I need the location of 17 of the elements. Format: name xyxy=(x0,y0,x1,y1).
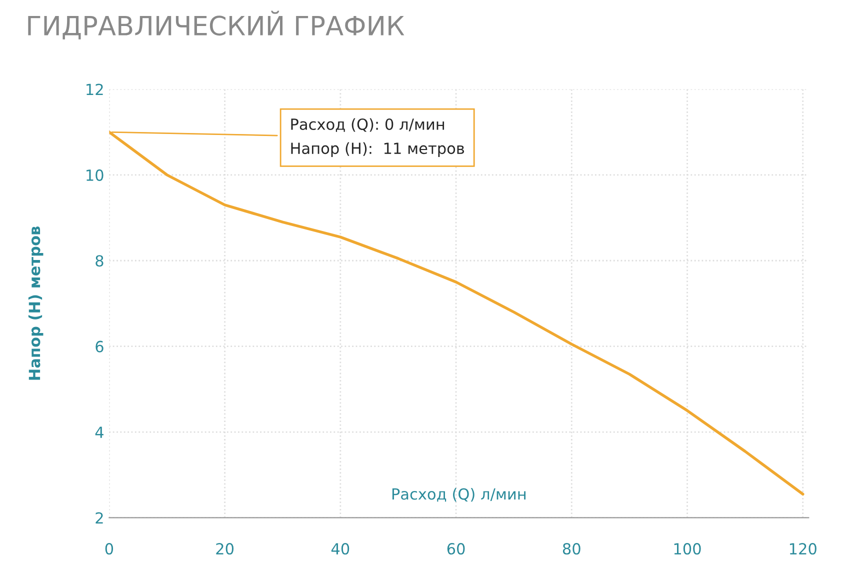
y-tick-label: 10 xyxy=(86,169,104,181)
x-tick-label: 20 xyxy=(216,543,234,555)
x-tick-label: 60 xyxy=(447,543,465,555)
x-tick-label: 0 xyxy=(105,543,114,555)
annotation: Расход (Q): 0 л/мин Напор (H): 11 метров xyxy=(291,118,464,158)
x-tick-label: 100 xyxy=(674,543,701,555)
x-tick-label: 120 xyxy=(790,543,816,555)
y-tick-label: 4 xyxy=(95,426,104,438)
y-axis-title: Напор (H) метров xyxy=(28,226,44,380)
y-tick-label: 12 xyxy=(86,84,103,96)
x-tick-label: 40 xyxy=(331,543,350,555)
x-tick-label: 80 xyxy=(562,543,580,555)
x-axis-title: Расход (Q) л/мин xyxy=(392,488,526,502)
y-tick-label: 6 xyxy=(96,340,104,352)
chart-title: ГИДРАВЛИЧЕСКИЙ ГРАФИК xyxy=(28,10,404,40)
y-tick-label: 2 xyxy=(96,512,103,524)
y-tick-label: 8 xyxy=(96,255,104,267)
